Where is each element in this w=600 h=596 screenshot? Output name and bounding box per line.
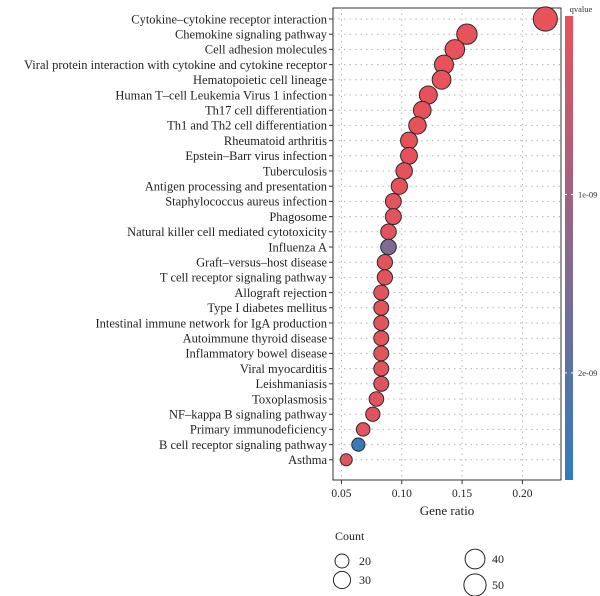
y-category-label: Intestinal immune network for IgA produc… <box>95 316 327 330</box>
size-legend-title: Count <box>335 529 365 543</box>
color-bar-ticks: 1e-09 2e-09 <box>565 189 597 378</box>
size-legend-circle <box>334 553 350 569</box>
y-category-label: Epstein–Barr virus infection <box>185 149 327 163</box>
y-category-label: Leishmaniasis <box>255 377 327 391</box>
data-point <box>373 330 390 347</box>
y-category-label: Tuberculosis <box>263 164 327 178</box>
x-axis: 0.05 0.10 0.15 0.20 <box>331 480 533 500</box>
y-category-label: Cell adhesion molecules <box>205 43 327 57</box>
data-point <box>380 238 397 256</box>
y-category-label: Phagosome <box>269 210 327 224</box>
data-point <box>408 116 427 135</box>
color-bar-label: 2e-09 <box>578 368 597 378</box>
data-point <box>373 345 390 362</box>
data-point <box>373 315 390 331</box>
data-point <box>373 360 390 377</box>
y-category-label: Th17 cell differentiation <box>205 104 328 118</box>
size-legend-label: 30 <box>359 573 371 587</box>
y-category-label: Cytokine–cytokine receptor interaction <box>131 12 328 26</box>
y-category-label: Toxoplasmosis <box>252 392 327 406</box>
data-point <box>400 146 418 165</box>
data-point <box>444 39 466 60</box>
data-point <box>395 162 413 180</box>
data-point <box>380 223 397 241</box>
data-points <box>339 6 558 467</box>
data-point <box>376 269 394 286</box>
size-legend-circle <box>463 573 487 596</box>
data-point <box>373 299 390 316</box>
y-category-label: NF–kappa B signaling pathway <box>169 408 328 422</box>
data-point <box>376 254 394 271</box>
size-legend-label: 20 <box>359 554 371 568</box>
color-legend: qvalue 1e-09 2e-09 <box>565 4 597 480</box>
size-legend-label: 50 <box>492 578 504 592</box>
data-point <box>431 69 452 90</box>
size-legend-label: 40 <box>492 552 504 566</box>
data-point <box>390 177 408 195</box>
data-point <box>456 23 478 45</box>
y-category-label: Viral myocarditis <box>240 362 327 376</box>
x-tick-label: 0.20 <box>512 488 532 500</box>
color-bar-label: 1e-09 <box>578 189 597 199</box>
x-tick-label: 0.10 <box>392 488 412 500</box>
y-category-label: T cell receptor signaling pathway <box>160 271 328 285</box>
y-category-label: Allograft rejection <box>234 286 327 300</box>
y-category-label: B cell receptor signaling pathway <box>159 438 328 452</box>
y-category-label: Autoimmune thyroid disease <box>183 332 328 346</box>
data-point <box>384 208 402 226</box>
y-category-label: Influenza A <box>268 240 327 254</box>
y-category-label: Hematopoietic cell lineage <box>193 73 327 87</box>
y-category-label: Human T–cell Leukemia Virus 1 infection <box>115 88 327 102</box>
size-legend-circle <box>332 570 352 590</box>
y-category-label: Asthma <box>288 453 327 467</box>
data-point <box>400 131 418 150</box>
y-category-label: Staphylococcus aureus infection <box>165 195 328 209</box>
y-category-label: Inflammatory bowel disease <box>185 347 327 361</box>
data-point <box>355 422 371 437</box>
data-point <box>532 6 558 32</box>
y-category-label: Th1 and Th2 cell differentiation <box>167 119 328 133</box>
data-point <box>351 437 366 452</box>
data-point <box>339 453 353 467</box>
size-legend: Count 20 30 40 50 <box>332 529 504 596</box>
y-category-label: Graft–versus–host disease <box>196 256 327 270</box>
x-axis-title: Gene ratio <box>420 503 475 518</box>
y-category-label: Rheumatoid arthritis <box>224 134 327 148</box>
x-tick-label: 0.15 <box>452 488 472 500</box>
data-point <box>384 192 402 210</box>
y-category-label: Natural killer cell mediated cytotoxicit… <box>127 225 328 239</box>
data-point <box>373 284 390 301</box>
y-category-label: Primary immunodeficiency <box>190 423 328 437</box>
y-category-label: Chemokine signaling pathway <box>175 28 328 42</box>
color-legend-title: qvalue <box>570 4 593 14</box>
y-category-label: Antigen processing and presentation <box>145 180 328 194</box>
data-point <box>365 406 381 422</box>
color-bar <box>565 16 573 480</box>
x-tick-label: 0.05 <box>331 488 351 500</box>
y-category-label: Type I diabetes mellitus <box>207 301 327 315</box>
y-category-label: Viral protein interaction with cytokine … <box>24 58 328 72</box>
data-point <box>373 375 390 392</box>
data-point <box>368 391 385 407</box>
category-labels: Cytokine–cytokine receptor interaction Ch… <box>24 12 333 467</box>
size-legend-circle <box>464 548 486 570</box>
